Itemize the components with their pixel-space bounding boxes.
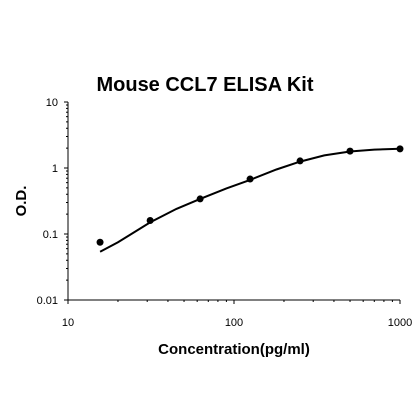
x-axis-label: Concentration(pg/ml) (158, 341, 310, 358)
data-point (96, 238, 104, 246)
data-point (246, 175, 254, 183)
x-tick-label: 100 (225, 317, 243, 329)
data-point (296, 157, 304, 165)
x-tick-label: 10 (62, 317, 74, 329)
data-point (346, 147, 354, 155)
fit-curve (99, 147, 401, 253)
axis-tick-labels: 0.01 0.1 1 10 10 100 1000 (37, 97, 413, 329)
data-point (396, 145, 404, 153)
data-point (146, 217, 154, 225)
x-tick-label: 1000 (388, 317, 412, 329)
y-tick-label: 10 (46, 97, 58, 109)
axis-ticks (64, 101, 401, 304)
data-point (196, 195, 204, 203)
plot-axes (67, 102, 400, 301)
data-points (96, 145, 404, 246)
y-tick-label: 0.1 (43, 229, 58, 241)
y-tick-label: 0.01 (37, 295, 58, 307)
y-tick-label: 1 (52, 163, 58, 175)
chart-title: Mouse CCL7 ELISA Kit (96, 74, 313, 96)
y-axis-label: O.D. (13, 186, 30, 217)
